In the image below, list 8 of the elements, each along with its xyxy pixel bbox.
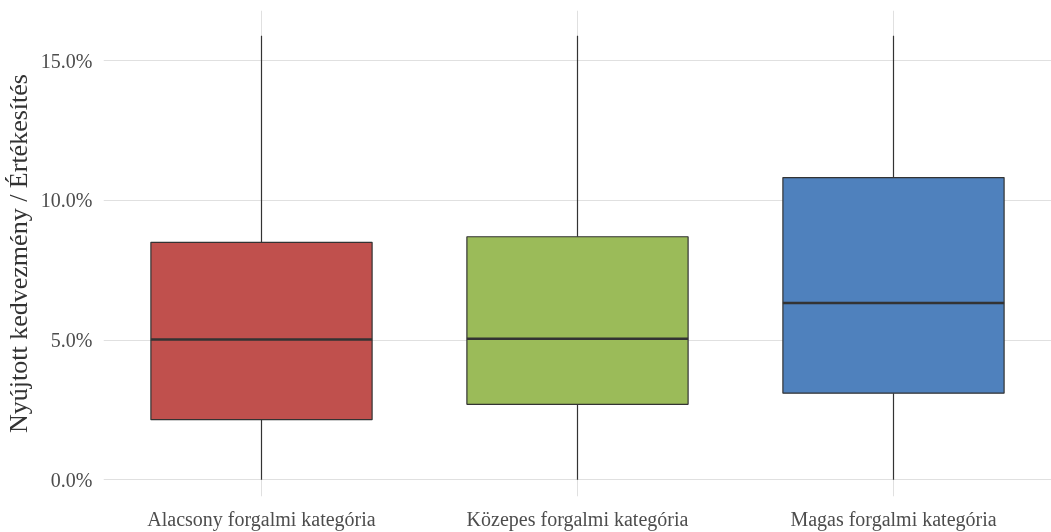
x-tick-label: Magas forgalmi kategória	[790, 507, 997, 531]
y-tick-label: 10.0%	[40, 189, 93, 212]
x-tick-label: Közepes forgalmi kategória	[466, 507, 689, 531]
y-tick-label: 15.0%	[40, 49, 93, 72]
y-axis-title: Nyújtott kedvezmény / Értékesítés	[3, 74, 33, 433]
x-tick-label: Alacsony forgalmi kategória	[147, 507, 376, 531]
y-tick-label: 0.0%	[50, 468, 93, 491]
y-tick-label: 5.0%	[50, 329, 93, 352]
